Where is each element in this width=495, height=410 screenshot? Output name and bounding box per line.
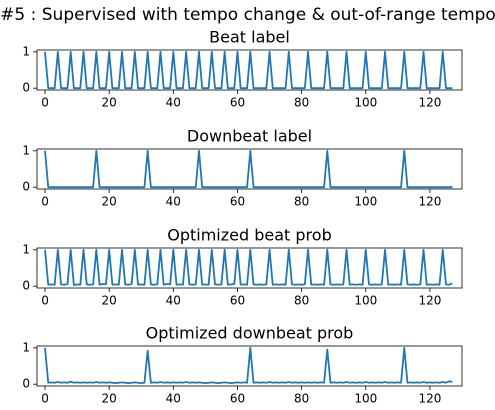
data-line [44,248,453,286]
x-tick-label: 40 [166,96,181,110]
x-tick-label: 60 [230,195,245,209]
x-tick-label: 20 [102,294,117,308]
subplot-title: Optimized downbeat prob [146,324,354,343]
axes-frame [36,247,463,289]
axes-frame [36,148,463,190]
x-tick-label: 0 [41,294,49,308]
y-tick-label: 1 [22,143,30,157]
figure-title: #5 : Supervised with tempo change & out-… [0,5,495,25]
subplot-title: Beat label [209,28,290,47]
data-line [44,50,453,90]
y-tick-label: 0 [22,279,30,293]
x-tick-label: 80 [294,195,309,209]
x-tick-label: 120 [418,195,441,209]
data-line [44,346,453,384]
x-tick-label: 60 [230,294,245,308]
x-tick-label: 0 [41,96,49,110]
x-tick-label: 0 [41,392,49,406]
x-tick-label: 60 [230,392,245,406]
x-tick-label: 120 [418,96,441,110]
subplot-title: Optimized beat prob [167,226,331,245]
y-tick-label: 1 [22,242,30,256]
axes-frame [36,345,463,387]
x-tick-label: 80 [294,294,309,308]
x-tick-label: 80 [294,392,309,406]
x-tick-label: 100 [354,294,377,308]
x-tick-label: 0 [41,195,49,209]
x-tick-label: 80 [294,96,309,110]
x-tick-label: 40 [166,294,181,308]
subplot-title: Downbeat label [187,127,312,146]
data-line [44,149,453,189]
x-tick-label: 120 [418,392,441,406]
x-tick-label: 100 [354,96,377,110]
x-tick-label: 20 [102,195,117,209]
y-tick-label: 0 [22,377,30,391]
x-tick-label: 60 [230,96,245,110]
x-tick-label: 20 [102,96,117,110]
x-tick-label: 120 [418,294,441,308]
y-tick-label: 0 [22,81,30,95]
y-tick-label: 0 [22,180,30,194]
x-tick-label: 40 [166,195,181,209]
x-tick-label: 100 [354,392,377,406]
x-tick-label: 20 [102,392,117,406]
x-tick-label: 40 [166,392,181,406]
y-tick-label: 1 [22,44,30,58]
x-tick-label: 100 [354,195,377,209]
y-tick-label: 1 [22,340,30,354]
axes-frame [36,49,463,91]
